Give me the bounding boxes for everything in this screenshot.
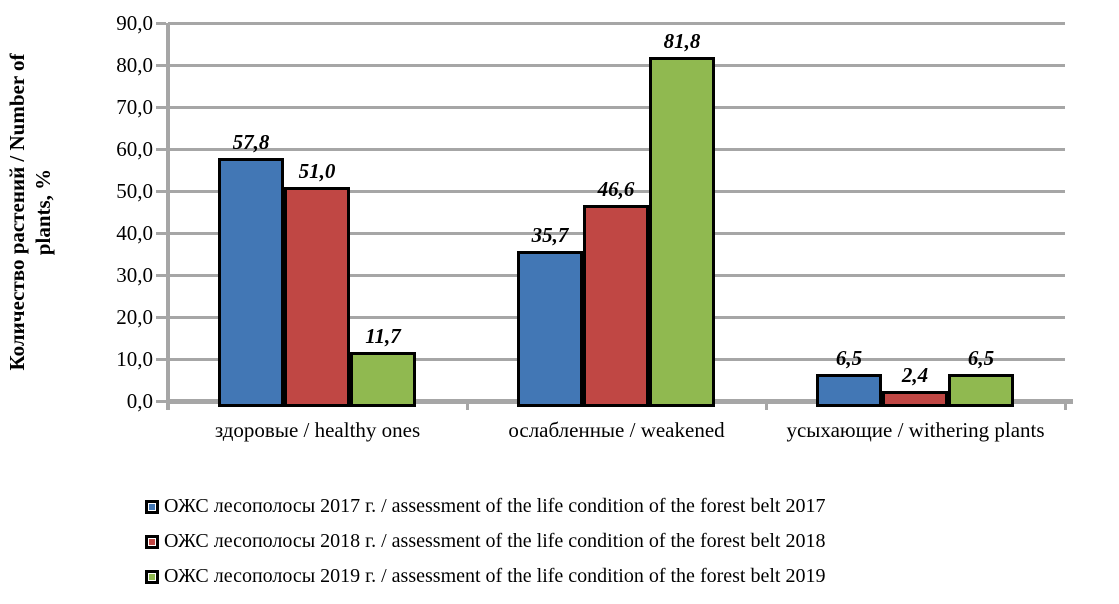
y-tick-label-20: 20,0: [116, 305, 153, 329]
y-tick-label-30: 30,0: [116, 263, 153, 287]
x-tick-3: [1063, 401, 1067, 410]
bar-series2-cat1: [284, 186, 350, 407]
bar-series1-cat1: [218, 158, 284, 407]
gridline-50: [168, 189, 1065, 193]
legend-item-3: ОЖС лесополосы 2019 г. / assessment of t…: [145, 559, 825, 594]
y-axis-title-line1: Количество растений / Number of: [5, 53, 29, 371]
y-tick-label-10: 10,0: [116, 347, 153, 371]
y-tick-90: [156, 21, 166, 25]
y-tick-70: [156, 105, 166, 109]
category-label-3: усыхающие / withering plants: [786, 418, 1045, 442]
y-tick-label-0: 0,0: [126, 389, 153, 413]
y-tick-label-60: 60,0: [116, 137, 153, 161]
bar-value-series3-cat2: 81,8: [663, 29, 701, 54]
bar-value-series3-cat3: 6,5: [967, 345, 995, 370]
bar-value-series2-cat3: 2,4: [901, 362, 929, 387]
x-tick-0: [166, 401, 170, 410]
y-tick-label-70: 70,0: [116, 95, 153, 119]
legend-label-2: ОЖС лесополосы 2018 г. / assessment of t…: [164, 530, 826, 552]
y-tick-10: [156, 357, 166, 361]
bar-value-series1-cat3: 6,5: [835, 345, 863, 370]
legend-label-3: ОЖС лесополосы 2019 г. / assessment of t…: [164, 565, 826, 587]
y-tick-80: [156, 63, 166, 67]
gridline-80: [168, 63, 1065, 67]
legend: ОЖС лесополосы 2017 г. / assessment of t…: [145, 489, 825, 594]
legend-item-1: ОЖС лесополосы 2017 г. / assessment of t…: [145, 489, 825, 524]
bar-series2-cat2: [583, 205, 649, 407]
legend-swatch-icon: [145, 569, 159, 584]
y-tick-60: [156, 147, 166, 151]
y-tick-20: [156, 315, 166, 319]
legend-label-1: ОЖС лесополосы 2017 г. / assessment of t…: [164, 495, 826, 517]
x-tick-2: [764, 401, 768, 410]
bar-series3-cat1: [350, 351, 416, 407]
y-tick-label-40: 40,0: [116, 221, 153, 245]
gridline-60: [168, 147, 1065, 151]
y-axis-line: [166, 23, 170, 410]
y-tick-30: [156, 273, 166, 277]
y-tick-50: [156, 189, 166, 193]
y-tick-label-90: 90,0: [116, 11, 153, 35]
bar-value-series2-cat1: 51,0: [298, 158, 336, 183]
gridline-90: [168, 21, 1065, 25]
legend-item-2: ОЖС лесополосы 2018 г. / assessment of t…: [145, 524, 825, 559]
bar-series3-cat2: [649, 57, 715, 407]
legend-swatch-icon: [145, 534, 159, 549]
y-tick-0: [156, 399, 166, 403]
category-label-1: здоровые / healthy ones: [214, 418, 421, 442]
bar-series1-cat2: [517, 251, 583, 407]
bar-value-series1-cat2: 35,7: [531, 223, 569, 248]
y-axis-title-line2: plants, %: [31, 168, 55, 256]
y-tick-label-80: 80,0: [116, 53, 153, 77]
bar-series3-cat3: [948, 373, 1014, 407]
legend-swatch-icon: [145, 499, 159, 514]
y-tick-40: [156, 231, 166, 235]
y-axis-title: Количество растений / Number of plants, …: [4, 12, 60, 412]
bar-series1-cat3: [816, 373, 882, 407]
x-tick-1: [465, 401, 469, 410]
category-label-2: ослабленные / weakened: [508, 418, 725, 442]
gridline-70: [168, 105, 1065, 109]
bar-value-series1-cat1: 57,8: [232, 130, 270, 155]
bar-value-series2-cat2: 46,6: [597, 177, 635, 202]
bar-series2-cat3: [882, 390, 948, 407]
bar-value-series3-cat1: 11,7: [365, 323, 401, 348]
y-tick-label-50: 50,0: [116, 179, 153, 203]
